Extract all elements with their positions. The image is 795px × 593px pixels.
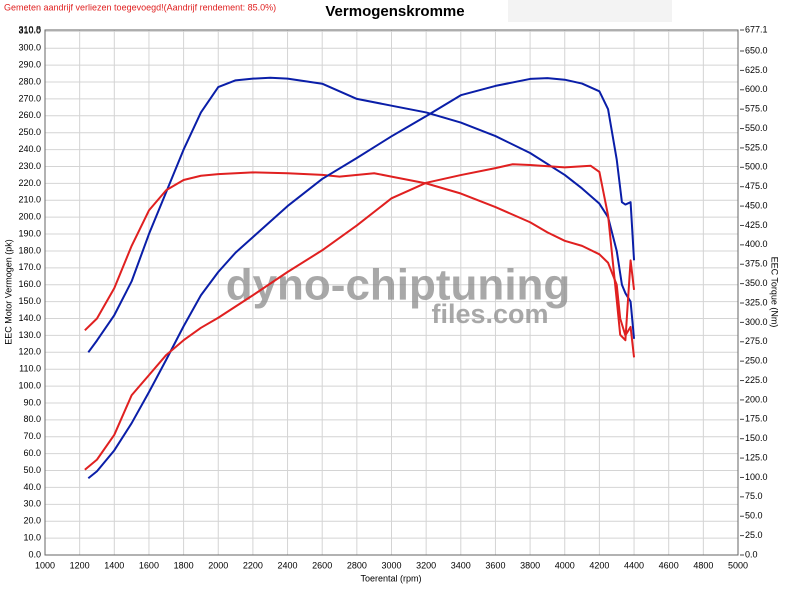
y-tick-label: 0.0 [28, 549, 41, 559]
y-tick-label: 90.0 [23, 397, 41, 407]
y-tick-label: 260.0 [18, 110, 41, 120]
y-tick-label: 30.0 [23, 499, 41, 509]
y-tick-label: 10.0 [23, 532, 41, 542]
y-tick-label: 280.0 [18, 76, 41, 86]
x-tick-label: 3400 [451, 560, 471, 570]
y-tick-label: 180.0 [18, 245, 41, 255]
y-tick-label: 120.0 [18, 347, 41, 357]
y2-tick-label: 677.1 [745, 24, 768, 34]
y2-tick-label: 500.0 [745, 162, 768, 172]
x-tick-label: 3200 [416, 560, 436, 570]
y2-tick-label: 150.0 [745, 433, 768, 443]
y2-tick-label: 375.0 [745, 259, 768, 269]
y-tick-label: 160.0 [18, 279, 41, 289]
x-tick-label: 5000 [728, 560, 748, 570]
y-tick-label: 290.0 [18, 60, 41, 70]
watermark: files.com [431, 299, 548, 329]
x-tick-label: 4600 [659, 560, 679, 570]
y2-tick-label: 425.0 [745, 220, 768, 230]
y2-tick-label: 450.0 [745, 200, 768, 210]
chart-title: Vermogenskromme [325, 3, 464, 20]
x-tick-label: 4200 [589, 560, 609, 570]
x-tick-label: 3800 [520, 560, 540, 570]
watermark: dyno-chiptuning [226, 261, 571, 310]
y-tick-label: 230.0 [18, 161, 41, 171]
y-tick-label: 270.0 [18, 93, 41, 103]
y2-tick-label: 225.0 [745, 375, 768, 385]
power-torque-line [84, 163, 636, 471]
y-tick-label: 310.8 [18, 24, 41, 34]
y-tick-label: 240.0 [18, 144, 41, 154]
y2-tick-label: 525.0 [745, 142, 768, 152]
y-tick-label: 100.0 [18, 380, 41, 390]
y-tick-label: 210.0 [18, 195, 41, 205]
power-torque-line [87, 76, 636, 353]
y2-tick-label: 575.0 [745, 104, 768, 114]
y-tick-label: 220.0 [18, 178, 41, 188]
power-torque-line [87, 77, 636, 480]
y2-tick-label: 175.0 [745, 414, 768, 424]
y2-tick-label: 300.0 [745, 317, 768, 327]
y-tick-label: 20.0 [23, 516, 41, 526]
power-torque-line [84, 171, 636, 358]
y-axis-label: EEC Motor Vermogen (pk) [3, 239, 13, 345]
y2-tick-label: 350.0 [745, 278, 768, 288]
y-tick-label: 140.0 [18, 313, 41, 323]
x-tick-label: 2200 [243, 560, 263, 570]
x-tick-label: 1000 [35, 560, 55, 570]
y-tick-label: 300.0 [18, 43, 41, 53]
y2-tick-label: 0.0 [745, 549, 758, 559]
plot-frame [44, 29, 739, 556]
y-tick-label: 170.0 [18, 262, 41, 272]
y2-tick-label: 625.0 [745, 65, 768, 75]
y-tick-label: 190.0 [18, 228, 41, 238]
x-tick-label: 4000 [555, 560, 575, 570]
x-tick-label: 1800 [174, 560, 194, 570]
y-tick-label: 60.0 [23, 448, 41, 458]
y2-axis-label: EEC Torque (Nm) [770, 257, 780, 328]
y-tick-label: 70.0 [23, 431, 41, 441]
y2-tick-label: 550.0 [745, 123, 768, 133]
y2-tick-label: 75.0 [745, 491, 763, 501]
x-tick-label: 2800 [347, 560, 367, 570]
y2-tick-label: 250.0 [745, 356, 768, 366]
y2-tick-label: 200.0 [745, 394, 768, 404]
x-tick-label: 4400 [624, 560, 644, 570]
lines [84, 76, 636, 480]
x-tick-label: 1200 [70, 560, 90, 570]
y-tick-label: 130.0 [18, 330, 41, 340]
y2-tick-label: 325.0 [745, 297, 768, 307]
y-tick-label: 80.0 [23, 414, 41, 424]
y-tick-label: 50.0 [23, 465, 41, 475]
y2-tick-label: 650.0 [745, 45, 768, 55]
chart-subtitle: Gemeten aandrijf verliezen toegevoegd!(A… [4, 2, 276, 12]
y2-tick-label: 600.0 [745, 84, 768, 94]
y2-tick-label: 50.0 [745, 511, 763, 521]
header-box [508, 0, 672, 22]
x-tick-label: 3600 [485, 560, 505, 570]
y-tick-label: 110.0 [19, 364, 41, 374]
y2-tick-label: 25.0 [745, 530, 763, 540]
x-axis-label: Toerental (rpm) [360, 573, 421, 583]
y2-tick-label: 475.0 [745, 181, 768, 191]
y2-tick-label: 100.0 [745, 472, 768, 482]
y-tick-label: 200.0 [18, 212, 41, 222]
y-tick-label: 150.0 [18, 296, 41, 306]
y-tick-label: 250.0 [18, 127, 41, 137]
y-tick-label: 310.0 [18, 26, 41, 36]
x-tick-label: 2000 [208, 560, 228, 570]
x-tick-label: 1400 [104, 560, 124, 570]
y2-tick-label: 275.0 [745, 336, 768, 346]
x-tick-label: 3000 [381, 560, 401, 570]
y2-tick-label: 125.0 [745, 452, 768, 462]
x-tick-label: 1600 [139, 560, 159, 570]
x-tick-label: 2400 [278, 560, 298, 570]
y-tick-label: 40.0 [23, 482, 41, 492]
x-tick-label: 2600 [312, 560, 332, 570]
x-tick-label: 4800 [693, 560, 713, 570]
y2-tick-label: 400.0 [745, 239, 768, 249]
